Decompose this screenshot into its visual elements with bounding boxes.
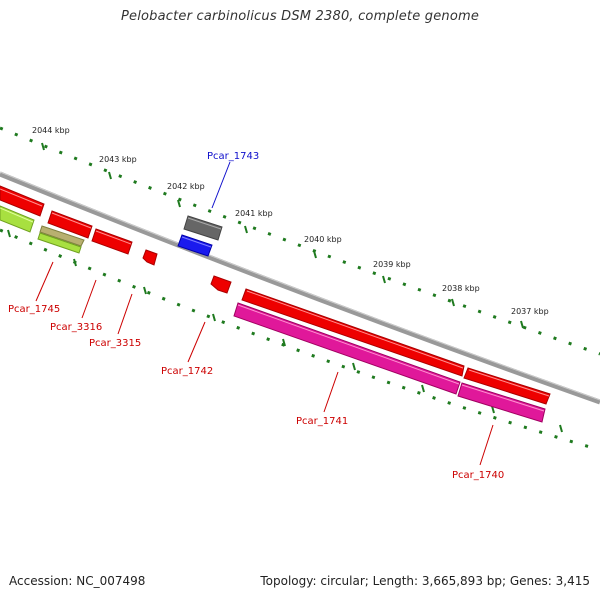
gene-label-pcar-1743[interactable]: Pcar_1743 (207, 151, 259, 162)
ruler-major-tick (41, 142, 45, 151)
ruler-major-tick (177, 199, 181, 208)
leader-line-pcar-1740 (479, 424, 494, 466)
ruler-major-tick (520, 320, 524, 329)
kbp-label: 2041 kbp (235, 209, 273, 218)
pseudogene-feature[interactable] (183, 215, 223, 241)
outer-ruler (0, 126, 600, 356)
ruler-major-tick (108, 171, 112, 180)
gene-highlight (461, 384, 545, 412)
leader-line-pcar-1741 (323, 371, 339, 413)
rna-gene-feature[interactable] (177, 234, 213, 257)
gene-highlight (0, 207, 34, 223)
kbp-label: 2043 kbp (99, 155, 137, 164)
ruler-major-tick (382, 275, 386, 284)
kbp-label: 2040 kbp (304, 235, 342, 244)
leader-line-pcar-1742 (187, 321, 206, 363)
ruler-major-tick (451, 298, 455, 307)
reverse-gene[interactable] (210, 275, 232, 294)
inner-ruler (0, 228, 600, 452)
reverse-gene[interactable] (47, 210, 93, 239)
gene-label-pcar-3316[interactable]: Pcar_3316 (50, 322, 102, 333)
gene-label-pcar-1742[interactable]: Pcar_1742 (161, 366, 213, 377)
leader-line-pcar-3315 (117, 293, 133, 335)
gene-label-pcar-1745[interactable]: Pcar_1745 (8, 304, 60, 315)
gene-highlight (181, 236, 212, 248)
gene-highlight (95, 230, 132, 245)
gene-highlight (237, 304, 460, 385)
map-title: Pelobacter carbinolicus DSM 2380, comple… (120, 9, 480, 24)
leader-line-pcar-1743 (211, 161, 231, 209)
leader-line-pcar-1745 (35, 261, 54, 302)
kbp-label: 2037 kbp (511, 307, 549, 316)
reverse-gene[interactable] (0, 205, 35, 233)
reverse-gene[interactable] (91, 228, 133, 255)
gene-label-pcar-1740[interactable]: Pcar_1740 (452, 470, 504, 481)
ruler-major-tick (7, 229, 11, 238)
kbp-label: 2042 kbp (167, 182, 205, 191)
genome-backbone-highlight (0, 171, 600, 401)
leader-line-pcar-3316 (81, 279, 97, 319)
reverse-gene[interactable] (457, 382, 546, 423)
forward-gene[interactable] (463, 367, 551, 405)
reverse-gene[interactable] (233, 302, 461, 395)
reverse-genes (0, 205, 546, 423)
reverse-gene[interactable] (39, 225, 85, 247)
gene-label-pcar-1741[interactable]: Pcar_1741 (296, 416, 348, 427)
kbp-label: 2044 kbp (32, 126, 70, 135)
ruler-major-tick (244, 225, 248, 234)
reverse-gene[interactable] (37, 232, 82, 254)
kbp-label: 2038 kbp (442, 284, 480, 293)
label-leaders (35, 161, 494, 466)
ruler-major-tick (421, 384, 425, 393)
accession-label: Accession: NC_007498 (9, 574, 146, 588)
gene-highlight (246, 290, 464, 369)
genome-summary: Topology: circular; Length: 3,665,893 bp… (260, 574, 590, 588)
ruler-major-tick (282, 338, 286, 347)
ruler-major-tick (73, 258, 77, 267)
genome-backbone (0, 171, 600, 405)
gene-highlight (187, 217, 222, 230)
kbp-label: 2039 kbp (373, 260, 411, 269)
ruler-major-tick (559, 424, 563, 433)
gene-highlight (468, 369, 550, 397)
ruler-major-tick (143, 286, 147, 295)
forward-genes (0, 185, 551, 405)
ruler-major-tick (313, 250, 317, 259)
outer-ruler-dots (0, 126, 600, 356)
gene-label-pcar-3315[interactable]: Pcar_3315 (89, 338, 141, 349)
gene-highlight (0, 188, 43, 207)
ruler-major-tick (491, 405, 495, 414)
forward-gene[interactable] (241, 288, 465, 377)
gene-highlight (51, 212, 92, 229)
ruler-major-tick (212, 313, 216, 322)
ruler-major-tick (352, 362, 356, 371)
reverse-gene[interactable] (142, 249, 158, 266)
